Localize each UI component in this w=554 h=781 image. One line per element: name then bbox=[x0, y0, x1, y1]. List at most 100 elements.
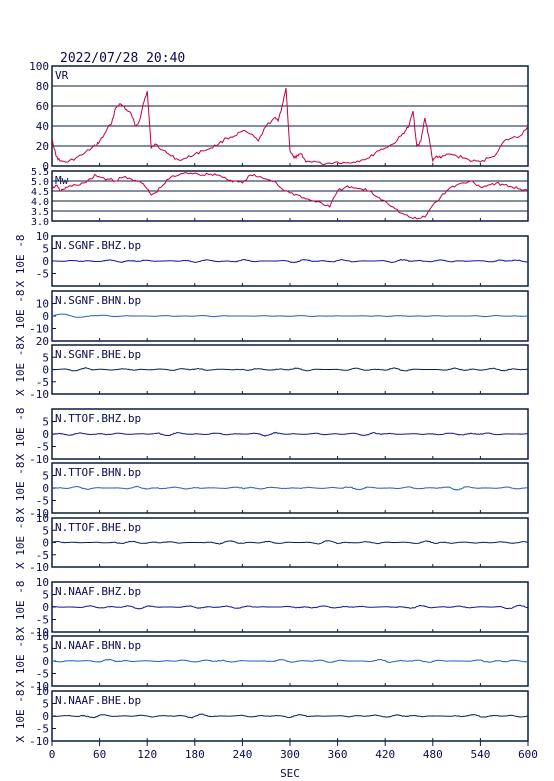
y-tick-label: 0 bbox=[42, 482, 49, 495]
y-tick-label: -5 bbox=[36, 549, 49, 562]
y-tick-label: 60 bbox=[36, 100, 49, 113]
x-tick-label: 420 bbox=[375, 748, 395, 761]
panel-2: 3.03.54.04.55.05.5 Mw bbox=[31, 167, 529, 228]
panel-6: 50-5-10 N.TTOF.BHZ.bp X 10E -8 bbox=[14, 408, 529, 466]
y-tick-label: 80 bbox=[36, 80, 49, 93]
series-label: N.NAAF.BHE.bp bbox=[55, 694, 141, 707]
y-tick-label: 0 bbox=[42, 428, 49, 441]
y-axis-label: X 10E -8 bbox=[14, 690, 27, 743]
x-tick-label: 60 bbox=[93, 748, 106, 761]
y-tick-label: -5 bbox=[36, 495, 49, 508]
panel-5: 50-5-10 N.SGNF.BHE.bp X 10E -8 bbox=[14, 343, 529, 401]
x-tick-label: 540 bbox=[470, 748, 490, 761]
waveform-line bbox=[52, 540, 528, 545]
series-label: N.SGNF.BHE.bp bbox=[55, 348, 141, 361]
y-tick-label: 0 bbox=[42, 310, 49, 323]
waveform-line bbox=[52, 367, 528, 372]
y-axis-label: X 10E -8 bbox=[14, 581, 27, 634]
y-tick-label: -10 bbox=[29, 626, 49, 639]
panel-frame bbox=[51, 170, 529, 222]
y-tick-label: 5 bbox=[42, 698, 49, 711]
y-tick-label: 0 bbox=[42, 364, 49, 377]
panel-1: 0 20 40 60 80 100 VR bbox=[29, 60, 529, 173]
y-tick-label: 0 bbox=[42, 537, 49, 550]
y-tick-label: -10 bbox=[29, 323, 49, 336]
x-tick-label: 480 bbox=[423, 748, 443, 761]
x-tick-label: 120 bbox=[137, 748, 157, 761]
panel-7: 50-5-10 N.TTOF.BHN.bp X 10E -8 bbox=[14, 462, 529, 520]
y-axis-label: X 10E -8 bbox=[14, 462, 27, 515]
y-axis-label: X 10E -8 bbox=[14, 408, 27, 461]
series-label: N.SGNF.BHN.bp bbox=[55, 294, 141, 307]
waveform-line bbox=[52, 431, 528, 437]
y-axis-label: X 10E -8 bbox=[14, 635, 27, 688]
y-tick-label: 4.5 bbox=[31, 187, 49, 198]
y-tick-label: -5 bbox=[36, 723, 49, 736]
y-tick-label: 0 bbox=[42, 160, 49, 173]
y-tick-label: 10 bbox=[36, 630, 49, 643]
series-label: VR bbox=[55, 69, 69, 82]
chart-title: 2022/07/28 20:40 bbox=[60, 51, 185, 66]
series-label: N.NAAF.BHN.bp bbox=[55, 639, 141, 652]
y-tick-label: 40 bbox=[36, 120, 49, 133]
y-tick-label: 20 bbox=[36, 140, 49, 153]
y-tick-label: 5.0 bbox=[31, 177, 49, 188]
series-label: N.TTOF.BHE.bp bbox=[55, 521, 141, 534]
x-tick-label: 300 bbox=[280, 748, 300, 761]
y-tick-label: -10 bbox=[29, 680, 49, 693]
y-tick-label: 0 bbox=[42, 710, 49, 723]
panels: 020406080100VR3.03.54.04.55.05.5Mw1050-5… bbox=[14, 60, 529, 748]
y-tick-label: 5 bbox=[42, 351, 49, 364]
y-axis-label: X 10E -8 bbox=[14, 290, 27, 343]
waveform-line bbox=[52, 313, 528, 318]
y-tick-label: 10 bbox=[36, 230, 49, 243]
waveform-line bbox=[52, 258, 528, 264]
y-tick-label: -5 bbox=[36, 268, 49, 281]
x-tick-label: 0 bbox=[49, 748, 56, 761]
waveform-line bbox=[52, 658, 528, 664]
series-label: N.SGNF.BHZ.bp bbox=[55, 239, 141, 252]
y-tick-label: 20 bbox=[36, 335, 49, 348]
y-tick-label: 5 bbox=[42, 416, 49, 429]
y-tick-label: -10 bbox=[29, 388, 49, 401]
y-tick-label: -5 bbox=[36, 376, 49, 389]
x-axis: 0 60 120 180 240 300 360 420 480 540 600 bbox=[49, 741, 538, 761]
series-line bbox=[52, 172, 528, 220]
y-tick-label: 5 bbox=[42, 243, 49, 256]
y-tick-label: -5 bbox=[36, 668, 49, 681]
y-tick-label: -5 bbox=[36, 614, 49, 627]
y-tick-label: -10 bbox=[29, 561, 49, 574]
y-tick-label: 10 bbox=[36, 512, 49, 525]
y-tick-label: 0 bbox=[42, 255, 49, 268]
waveform-line bbox=[52, 713, 528, 719]
y-tick-label: 3.5 bbox=[31, 207, 49, 218]
series-label: N.TTOF.BHZ.bp bbox=[55, 412, 141, 425]
y-tick-label: -10 bbox=[29, 507, 49, 520]
y-tick-label: -10 bbox=[29, 735, 49, 748]
series-label: N.NAAF.BHZ.bp bbox=[55, 585, 141, 598]
y-tick-label: -5 bbox=[36, 441, 49, 454]
y-axis-label: X 10E -8 bbox=[14, 516, 27, 569]
y-tick-label: 10 bbox=[36, 576, 49, 589]
y-tick-label: -10 bbox=[29, 453, 49, 466]
y-axis-label: X 10E -8 bbox=[14, 235, 27, 288]
y-tick-label: 4.0 bbox=[31, 197, 49, 208]
y-tick-label: 5 bbox=[42, 643, 49, 656]
y-tick-label: 5 bbox=[42, 589, 49, 602]
x-tick-label: 240 bbox=[232, 748, 252, 761]
y-tick-label: 10 bbox=[36, 298, 49, 311]
waveform-line bbox=[52, 485, 528, 491]
y-tick-label: 100 bbox=[29, 60, 49, 73]
y-tick-label: 10 bbox=[36, 685, 49, 698]
series-label: Mw bbox=[55, 174, 69, 187]
series-line bbox=[52, 87, 528, 166]
y-axis-label: X 10E -8 bbox=[14, 343, 27, 396]
x-tick-label: 600 bbox=[518, 748, 538, 761]
